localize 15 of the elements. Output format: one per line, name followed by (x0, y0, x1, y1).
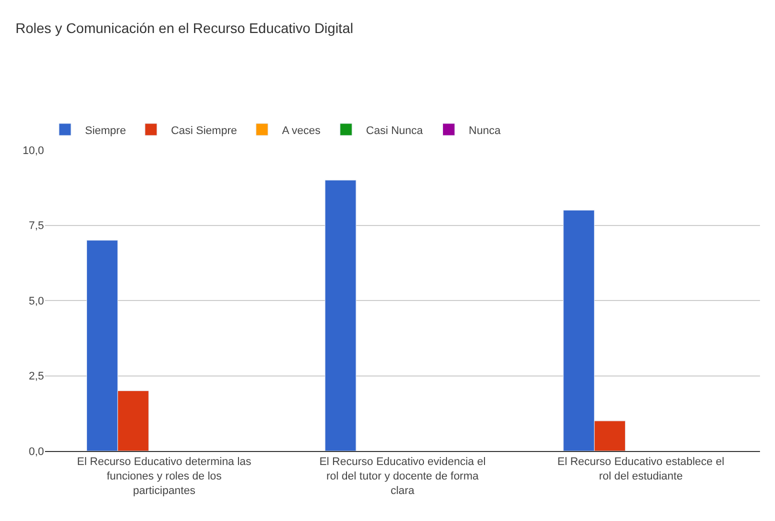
legend-label: Siempre (85, 124, 126, 137)
legend-label: A veces (282, 124, 322, 137)
x-tick-label: El Recurso Educativo establece el rol del estudiante (557, 456, 724, 482)
y-tick-label: 5,0 (28, 295, 44, 308)
y-tick-label: 0,0 (28, 446, 44, 458)
y-tick-label: 10,0 (22, 144, 44, 157)
legend-label: Nunca (468, 124, 502, 137)
legend-label: Casi Siempre (170, 124, 237, 137)
chart-title: Roles y Comunicación en el Recurso Educativo Digital (16, 20, 354, 36)
y-tick-label: 2,5 (28, 370, 44, 383)
y-tick-label: 7,5 (28, 220, 44, 232)
legend-label: Casi Nunca (366, 124, 424, 137)
bar (324, 180, 356, 451)
x-tick-label: El Recurso Educativo determina las funciones y roles de los participantes (77, 456, 252, 497)
x-tick-label: El Recurso Educativo evidencia el rol del tutor y docente de forma clara (319, 456, 486, 497)
